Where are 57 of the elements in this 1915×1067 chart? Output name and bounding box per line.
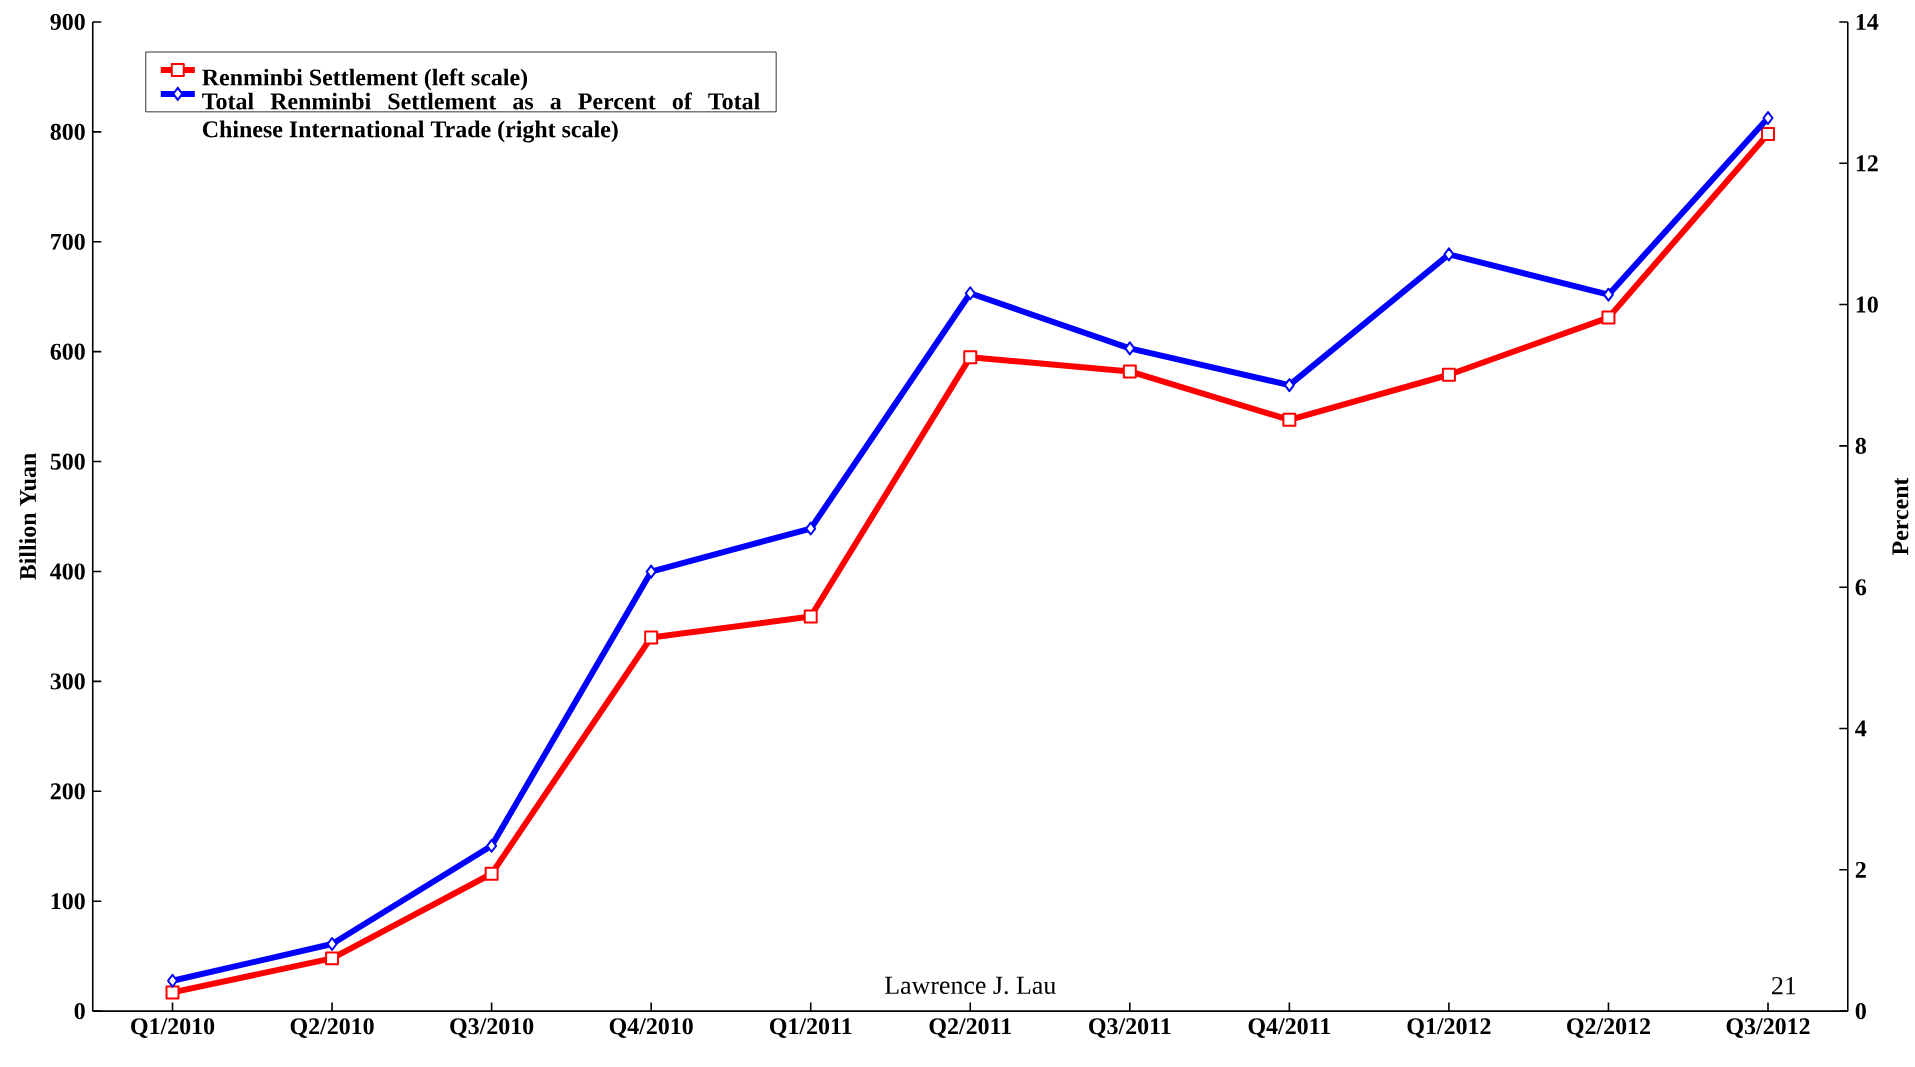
point <box>1761 127 1775 142</box>
annotation: 21 <box>1772 977 1796 995</box>
point <box>1282 412 1297 427</box>
x-tick-label: Q3/2011 <box>1089 1018 1171 1038</box>
point <box>1283 378 1295 393</box>
y2-tick-label: 4 <box>1855 720 1867 737</box>
point <box>644 630 659 645</box>
point <box>486 838 498 853</box>
point <box>165 985 180 1000</box>
point <box>964 286 976 301</box>
point <box>167 973 179 988</box>
y2-tick-label: 10 <box>1856 296 1878 313</box>
y-tick-label: 300 <box>50 673 85 690</box>
y-tick-label: 600 <box>50 343 85 360</box>
y-axis-title: Billion Yuan <box>19 453 37 580</box>
y-tick-label: 100 <box>51 893 85 910</box>
point <box>1601 310 1616 325</box>
x-tick-label: Q2/2012 <box>1567 1018 1650 1038</box>
point <box>1602 287 1614 302</box>
point <box>484 866 499 881</box>
y2-tick-label: 0 <box>1855 1003 1866 1020</box>
point <box>1124 341 1136 356</box>
x-tick-label: Q4/2011 <box>1248 1018 1331 1038</box>
x-tick-label: Q1/2010 <box>131 1018 215 1038</box>
y-tick-label: 500 <box>50 453 85 470</box>
point <box>1443 247 1455 262</box>
point <box>805 521 817 536</box>
point <box>326 937 338 951</box>
point <box>325 951 340 966</box>
point <box>963 350 978 365</box>
point <box>803 609 818 624</box>
point <box>1762 111 1774 126</box>
point <box>645 564 657 579</box>
y2-tick-label: 14 <box>1856 14 1879 30</box>
y-tick-label: 400 <box>50 563 85 580</box>
x-tick-label: Q1/2011 <box>769 1018 852 1038</box>
y2-tick-label: 2 <box>1855 861 1866 878</box>
y2-tick-label: 12 <box>1856 155 1878 172</box>
point <box>1122 364 1137 379</box>
y-tick-label: 900 <box>50 13 85 31</box>
y2-tick-label: 8 <box>1855 437 1866 454</box>
legend-label: Total Renminbi Settlement as a Percent of Total Chinese International Trade (right scale) <box>202 92 760 143</box>
x-tick-label: Q3/2010 <box>450 1018 534 1038</box>
y-tick-label: 800 <box>50 123 85 140</box>
x-tick-label: Q2/2011 <box>929 1018 1011 1038</box>
annotation: Lawrence J. Lau <box>885 976 1056 995</box>
point <box>1441 367 1456 382</box>
y2-tick-label: 6 <box>1855 579 1867 596</box>
y2-axis-title: Percent <box>1892 477 1909 556</box>
x-tick-label: Q3/2012 <box>1726 1018 1810 1038</box>
y-tick-label: 0 <box>74 1003 85 1020</box>
legend-label: Renminbi Settlement (left scale) <box>202 68 528 91</box>
x-tick-label: Q4/2010 <box>609 1018 693 1038</box>
y-tick-label: 700 <box>51 233 85 250</box>
x-tick-label: Q2/2010 <box>290 1018 374 1038</box>
x-tick-label: Q1/2012 <box>1407 1018 1491 1038</box>
y-tick-label: 200 <box>50 783 85 800</box>
